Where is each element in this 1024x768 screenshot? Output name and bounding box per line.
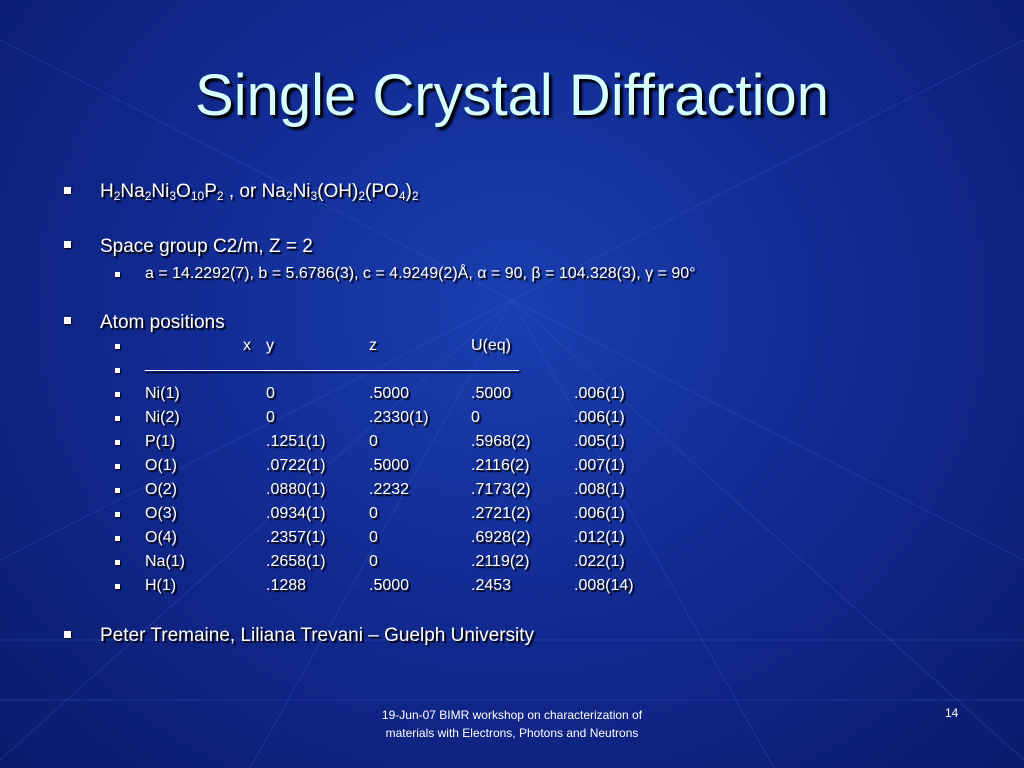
- sub-bullet: [115, 488, 120, 493]
- formula-part: P: [204, 181, 217, 202]
- page-number: 14: [945, 706, 959, 720]
- atom-label: Ni(2): [145, 409, 180, 426]
- atom-label: H(1): [145, 577, 177, 594]
- table-cell: .6928(2): [471, 529, 531, 546]
- column-header: y: [266, 337, 274, 354]
- formula-part: , or Na: [223, 181, 286, 202]
- table-cell: .2658(1): [266, 553, 326, 570]
- bullet: [64, 631, 71, 638]
- table-cell: .006(1): [574, 505, 625, 522]
- formula-part: H: [100, 181, 114, 202]
- table-cell: .008(1): [574, 481, 625, 498]
- sub-bullet: [115, 344, 120, 349]
- table-cell: .5000: [369, 577, 410, 594]
- slide-title: Single Crystal Diffraction: [195, 63, 829, 128]
- column-header: U(eq): [471, 337, 512, 354]
- sub-bullet: [115, 440, 120, 445]
- table-cell: 0: [266, 409, 275, 426]
- sub-bullet: [115, 272, 120, 277]
- formula-subscript: 2: [216, 189, 224, 203]
- table-cell: .5000: [471, 385, 512, 402]
- table-cell: .2116(2): [471, 457, 530, 474]
- table-cell: .006(1): [574, 385, 625, 402]
- formula-subscript: 3: [169, 189, 177, 203]
- sub-bullet: [115, 512, 120, 517]
- atom-label: O(2): [145, 481, 177, 498]
- formula-subscript: 4: [398, 189, 406, 203]
- formula-part: ): [405, 181, 412, 202]
- footer: 19-Jun-07 BIMR workshop on characterizat…: [381, 708, 643, 740]
- sub-bullet: [115, 584, 120, 589]
- atom-label: P(1): [145, 433, 176, 450]
- cell-parameters: a = 14.2292(7), b = 5.6786(3), c = 4.924…: [145, 265, 696, 282]
- sub-bullet: [115, 464, 120, 469]
- formula-part: (OH): [317, 181, 359, 202]
- table-cell: .008(14): [574, 577, 634, 594]
- table-cell: .2357(1): [266, 529, 326, 546]
- table-cell: .1288: [266, 577, 307, 594]
- table-cell: .2119(2): [471, 553, 530, 570]
- column-header: x: [243, 337, 251, 354]
- atom-label: Na(1): [145, 553, 186, 570]
- table-cell: 0: [471, 409, 480, 426]
- table-cell: .0934(1): [266, 505, 326, 522]
- sub-bullet: [115, 368, 120, 373]
- table-cell: .2721(2): [471, 505, 531, 522]
- table-cell: .5000: [369, 457, 410, 474]
- table-cell: .005(1): [574, 433, 625, 450]
- bullet: [64, 317, 71, 324]
- table-cell: .0722(1): [266, 457, 326, 474]
- bullet: [64, 187, 71, 194]
- table-cell: .022(1): [574, 553, 625, 570]
- table-cell: 0: [369, 433, 378, 450]
- table-cell: 0: [369, 553, 378, 570]
- space-group: Space group C2/m, Z = 2: [100, 236, 313, 257]
- sub-bullet: [115, 416, 120, 421]
- atom-label: O(1): [145, 457, 177, 474]
- formula-part: Ni: [292, 181, 311, 202]
- table-cell: .006(1): [574, 409, 625, 426]
- formula-subscript: 2: [358, 189, 366, 203]
- atom-label: Ni(1): [145, 385, 180, 402]
- table-rule: ________________________________________…: [145, 355, 519, 372]
- formula-subscript: 2: [144, 189, 152, 203]
- table-cell: .007(1): [574, 457, 625, 474]
- formula: H2Na2Ni3O10P2 , or Na2Ni3(OH)2(PO4)2: [100, 181, 419, 203]
- table-cell: .5968(2): [471, 433, 531, 450]
- table-cell: .5000: [369, 385, 410, 402]
- formula-subscript: 2: [285, 189, 293, 203]
- formula-part: O: [176, 181, 191, 202]
- table-cell: .012(1): [574, 529, 625, 546]
- formula-subscript: 2: [113, 189, 121, 203]
- table-cell: .2330(1): [369, 409, 429, 426]
- column-header: z: [369, 337, 377, 354]
- sub-bullet: [115, 536, 120, 541]
- sub-bullet: [115, 392, 120, 397]
- table-cell: .1251(1): [266, 433, 326, 450]
- bullet: [64, 241, 71, 248]
- atoms-heading: Atom positions: [100, 312, 225, 333]
- table-cell: 0: [266, 385, 275, 402]
- formula-part: Ni: [151, 181, 170, 202]
- atom-label: O(4): [145, 529, 177, 546]
- table-cell: .0880(1): [266, 481, 326, 498]
- credit: Peter Tremaine, Liliana Trevani – Guelph…: [100, 625, 535, 646]
- atom-label: O(3): [145, 505, 177, 522]
- table-cell: 0: [369, 505, 378, 522]
- sub-bullet: [115, 560, 120, 565]
- formula-subscript: 10: [190, 189, 205, 203]
- table-cell: 0: [369, 529, 378, 546]
- table-cell: .2232: [369, 481, 410, 498]
- table-cell: .7173(2): [471, 481, 531, 498]
- formula-part: (PO: [365, 181, 399, 202]
- table-cell: .2453: [471, 577, 512, 594]
- formula-subscript: 2: [411, 189, 419, 203]
- formula-subscript: 3: [310, 189, 318, 203]
- formula-part: Na: [120, 181, 145, 202]
